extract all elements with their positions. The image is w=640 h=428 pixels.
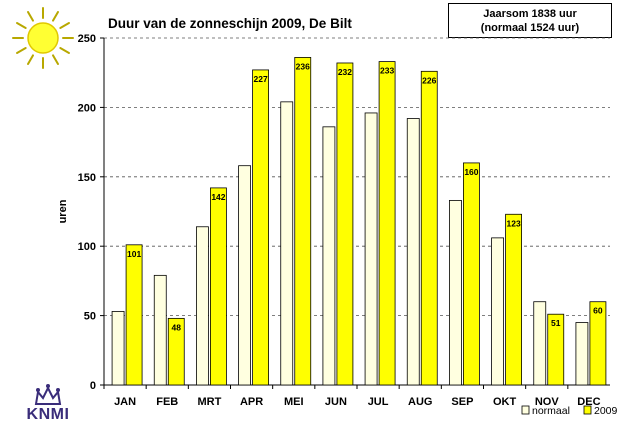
legend-swatch — [583, 405, 592, 415]
summary-box: Jaarsom 1838 uur (normaal 1524 uur) — [448, 3, 612, 38]
x-tick-label: SEP — [451, 396, 473, 408]
bar-normaal — [449, 199, 462, 386]
data-label: 142 — [211, 192, 225, 202]
bar-normaal — [238, 165, 251, 386]
y-tick-label: 200 — [78, 102, 96, 114]
x-tick-label: FEB — [156, 396, 178, 408]
x-tick-label: AUG — [408, 396, 432, 408]
sun-ray — [59, 22, 70, 29]
bar-2009 — [294, 57, 312, 386]
bar-2009 — [336, 62, 354, 386]
y-tick-label: 100 — [78, 241, 96, 253]
legend-label: 2009 — [594, 405, 618, 417]
data-label: 51 — [551, 318, 561, 328]
summary-total: Jaarsom 1838 uur — [483, 7, 577, 20]
bar-normaal — [153, 274, 167, 386]
data-label: 232 — [338, 67, 352, 77]
sun-ray — [27, 54, 34, 65]
y-tick-label: 50 — [84, 311, 96, 323]
bar-normaal — [322, 126, 336, 386]
y-tick-label: 250 — [78, 33, 96, 45]
data-label: 236 — [296, 61, 310, 71]
logo-text: KNMI — [26, 406, 70, 423]
data-label: 101 — [127, 249, 141, 259]
x-tick-label: MRT — [198, 396, 222, 408]
sun-ray — [52, 54, 59, 65]
bar-2009 — [420, 70, 438, 386]
x-tick-label: JUN — [325, 396, 347, 408]
bar-2009 — [252, 69, 269, 386]
bar-normaal — [533, 301, 547, 386]
bar-normaal — [196, 226, 209, 386]
bar-2009 — [463, 162, 480, 386]
bar-normaal — [364, 112, 378, 386]
bar-2009 — [589, 301, 607, 386]
x-tick-label: JAN — [114, 396, 136, 408]
data-label: 48 — [172, 322, 182, 332]
bar-2009 — [505, 213, 522, 386]
data-label: 60 — [593, 306, 603, 316]
legend-label: normaal — [532, 405, 570, 417]
sun-ray — [52, 11, 59, 22]
y-axis-label: uren — [57, 199, 69, 223]
x-tick-label: MEI — [284, 396, 304, 408]
y-tick-label: 0 — [90, 380, 96, 392]
x-tick-label: OKT — [493, 396, 517, 408]
sun-ray — [16, 47, 27, 54]
chart-title: Duur van de zonneschijn 2009, De Bilt — [108, 16, 352, 31]
bar-2009 — [378, 61, 396, 386]
x-tick-label: JUL — [368, 396, 389, 408]
data-label: 226 — [422, 75, 436, 85]
bar-2009 — [547, 313, 565, 386]
x-tick-label: DEC — [577, 396, 600, 408]
crown-icon — [34, 384, 62, 405]
data-label: 123 — [506, 218, 520, 228]
knmi-logo: KNMI — [18, 382, 78, 423]
bar-normaal — [280, 101, 294, 386]
x-tick-label: NOV — [535, 396, 560, 408]
summary-normal: (normaal 1524 uur) — [480, 21, 580, 34]
bar-2009 — [210, 187, 227, 386]
bar-normaal — [575, 322, 589, 386]
data-label: 227 — [253, 74, 267, 84]
y-tick-label: 150 — [78, 172, 96, 184]
data-label: 233 — [380, 66, 394, 76]
bar-normaal — [406, 118, 420, 386]
bar-normaal — [491, 237, 504, 386]
legend-swatch — [521, 405, 530, 415]
sun-ray — [16, 22, 27, 29]
bar-normaal — [111, 311, 125, 386]
data-label: 160 — [464, 167, 478, 177]
bar-2009 — [167, 317, 185, 386]
bar-2009 — [125, 244, 143, 386]
sun-ray — [59, 47, 70, 54]
sun-ray — [27, 11, 34, 22]
x-tick-label: APR — [240, 396, 263, 408]
sun-icon — [12, 7, 74, 69]
